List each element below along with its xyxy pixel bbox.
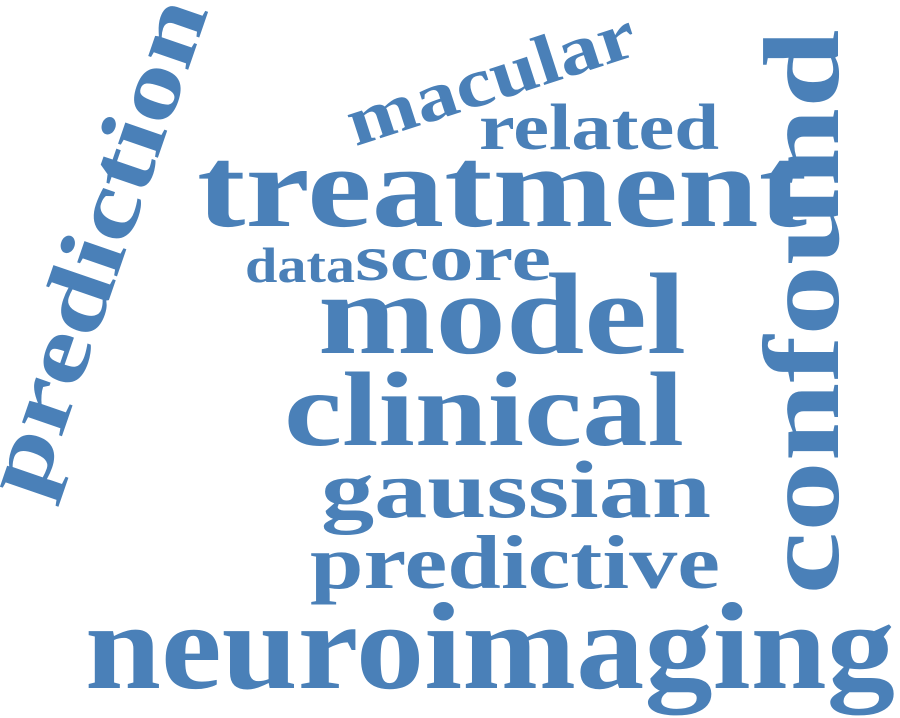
word-gaussian: gaussian [321,444,711,535]
word-related: related [479,91,719,164]
word-score: score [355,222,551,295]
word-data: data [245,237,355,293]
word-model: model [318,251,686,379]
word-predictive: predictive [310,521,720,605]
word-neuroimaging: neuroimaging [85,578,895,716]
word-confound: confound [743,30,862,595]
word-clinical: clinical [284,351,684,468]
word-treatment: treatment [197,124,807,252]
word-prediction: prediction [0,0,228,508]
